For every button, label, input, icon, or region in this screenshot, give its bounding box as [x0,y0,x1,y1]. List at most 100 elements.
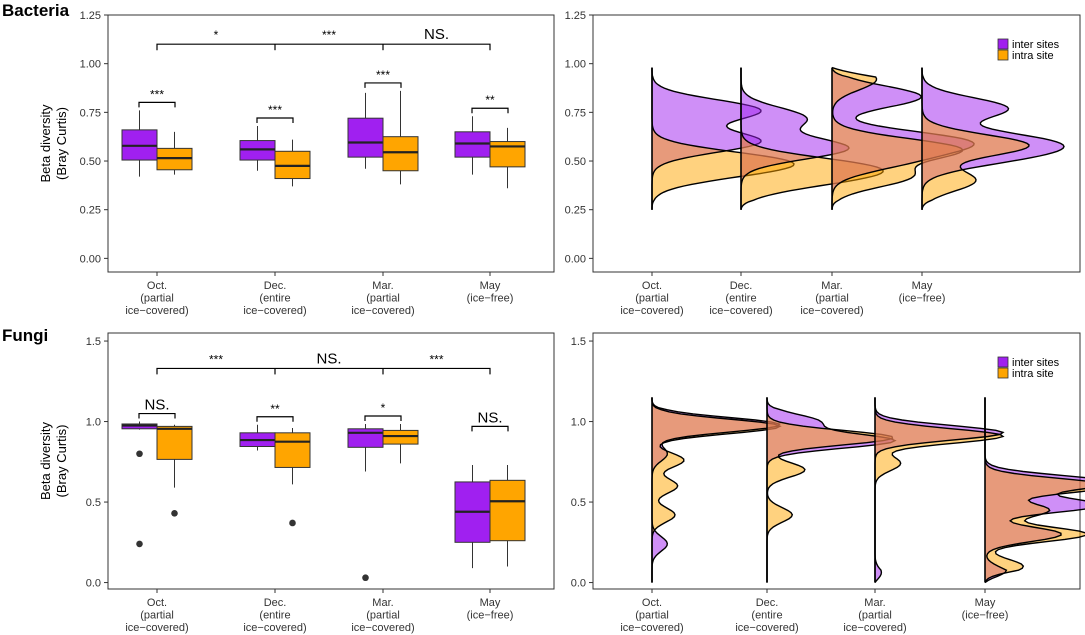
x-tick-label: ice−covered) [800,305,863,317]
pair-bracket [364,415,402,421]
density-ridge-intra [875,397,1003,583]
legend-swatch-intra [997,49,1009,61]
x-tick-label: May [480,280,501,292]
plot-border [107,332,555,590]
y-tick-label: 0.50 [565,156,586,168]
x-tick-label: ice−covered) [735,622,798,634]
x-tick-label: (entire [259,610,290,622]
density-ridge-intra [652,67,794,210]
pair-significance-label: *** [376,68,390,82]
y-axis-label: Beta diversity [38,104,53,183]
legend-label-inter: inter sites [1012,39,1060,51]
panel-0-bacteria-boxplot: 0.000.250.500.751.001.25Oct.(partialice−… [38,10,555,317]
top-significance-label: * [214,28,219,42]
top-significance-label: NS. [424,26,449,43]
x-tick-label: Mar. [372,280,393,292]
pair-bracket [256,117,294,123]
y-tick-label: 0.00 [565,253,586,265]
x-tick-label: Oct. [147,280,167,292]
top-significance-label: *** [429,352,443,366]
x-tick-label: (ice−free) [899,293,946,305]
y-tick-label: 0.75 [80,107,101,119]
x-tick-label: (ice−free) [962,610,1009,622]
plot-border [592,14,1081,273]
x-tick-label: ice−covered) [243,622,306,634]
panel-3-fungi-density-ridges: 0.00.51.01.5Oct.(partialice−covered)Dec.… [571,332,1085,634]
x-tick-label: May [912,280,933,292]
x-tick-label: (partial [140,293,174,305]
pair-bracket [138,101,176,108]
y-tick-label: 1.5 [571,336,586,348]
outlier-point [171,510,178,517]
y-axis-label: (Bray Curtis) [54,107,69,180]
y-tick-label: 0.50 [80,156,101,168]
legend-swatch-inter [997,38,1009,50]
density-ridge-intra [652,397,780,583]
x-tick-label: (partial [140,610,174,622]
outlier-point [136,540,143,548]
box-intra [489,479,526,542]
density-ridge-intra [767,397,893,583]
y-tick-label: 1.25 [565,10,586,22]
x-tick-label: Dec. [730,280,753,292]
x-tick-label: Dec. [264,280,287,292]
y-axis-label: Beta diversity [38,421,53,500]
pair-bracket [471,425,509,432]
x-tick-label: ice−covered) [620,305,683,317]
y-tick-label: 0.25 [565,205,586,217]
pair-bracket [471,107,509,114]
y-tick-label: 0.25 [80,205,101,217]
density-ridge-intra [985,397,1085,583]
top-bracket [156,43,491,51]
pair-significance-label: ** [485,93,495,107]
panel-1-bacteria-density-ridges: 0.000.250.500.751.001.25Oct.(partialice−… [565,10,1081,317]
pair-bracket [256,416,294,422]
y-tick-label: 1.00 [565,59,586,71]
x-tick-label: Oct. [642,597,662,609]
outlier-point [289,519,296,527]
top-significance-label: *** [322,28,336,42]
x-tick-label: (entire [751,610,782,622]
x-tick-label: (partial [366,293,400,305]
x-tick-label: Mar. [864,597,885,609]
legend-swatch-inter [997,356,1009,368]
density-ridge-inter-outline [921,67,1065,210]
panel-2-fungi-boxplot: 0.00.51.01.5Oct.(partialice−covered)Dec.… [38,332,555,634]
outlier-point [362,574,369,582]
panel-title-bacteria: Bacteria [2,1,70,20]
y-tick-label: 1.00 [80,59,101,71]
y-tick-label: 0.5 [86,497,101,509]
x-tick-label: (partial [635,610,669,622]
x-tick-label: (partial [635,293,669,305]
legend-label-intra: intra site [1012,368,1054,380]
x-tick-label: (entire [725,293,756,305]
y-tick-label: 1.0 [571,417,586,429]
x-tick-label: Oct. [642,280,662,292]
x-tick-label: May [480,597,501,609]
box-inter [347,117,384,158]
pair-significance-label: ** [270,402,280,416]
pair-significance-label: *** [268,103,282,117]
pair-bracket [364,82,402,88]
x-tick-label: (ice−free) [467,610,514,622]
x-tick-label: (partial [366,610,400,622]
legend-swatch-intra [997,367,1009,379]
outlier-point [136,450,143,458]
density-ridge-intra-outline [831,66,964,210]
density-ridge-inter [741,67,849,210]
legend-label-inter: inter sites [1012,357,1060,369]
x-tick-label: ice−covered) [843,622,906,634]
plot-border [107,14,555,273]
plot-border [592,332,1081,590]
y-tick-label: 1.5 [86,336,101,348]
x-tick-label: ice−covered) [125,622,188,634]
top-significance-label: NS. [316,350,341,367]
x-tick-label: Dec. [756,597,779,609]
pair-significance-label: NS. [477,409,502,426]
y-tick-label: 0.0 [571,578,586,590]
y-tick-label: 1.25 [80,10,101,22]
box-intra [274,432,311,468]
y-tick-label: 0.00 [80,253,101,265]
